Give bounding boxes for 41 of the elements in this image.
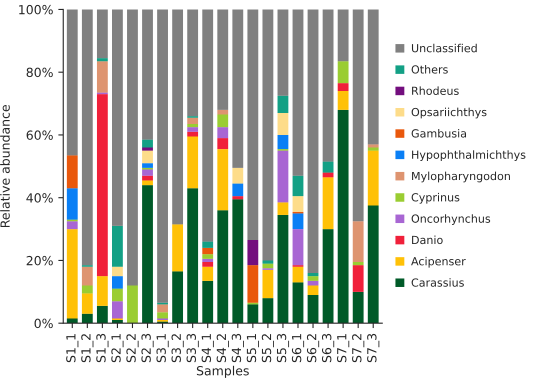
x-tick-label: S7_2 [352,334,364,362]
legend-label: Danio [412,236,443,244]
x-tick-label: S1_2 [81,334,94,362]
legend-label: Gambusia [412,128,466,138]
legend-label: Rhodeus [412,86,459,95]
x-tick-label: S6_2 [306,334,320,362]
x-tick-label: S4_1 [202,334,214,362]
legend-label: Oncorhynchus [412,214,490,225]
x-tick-label: S2_3 [141,334,154,362]
y-tick-label: 60% [26,130,53,140]
x-tick-label: S5_3 [276,334,290,362]
y-tick-label: 80% [26,68,53,78]
x-tick-label: S1_1 [66,334,78,362]
y-tick-label: 40% [26,193,53,203]
x-tick-label: S5_1 [246,334,259,362]
x-axis-title: Samples [196,366,249,378]
y-tick-label: 20% [26,256,53,266]
legend-label: Acipenser [411,256,466,268]
y-tick-label: 0% [34,318,53,328]
x-tick-label: S7_3 [367,334,380,362]
legend-label: Cyprinus [412,192,460,204]
x-tick-label: S3_1 [156,334,169,362]
x-tick-label: S2_2 [126,334,139,362]
y-axis-title: Relative abundance [0,105,10,228]
x-tick-label: S6_3 [322,334,334,362]
legend-label: Mylopharyngodon [412,172,510,182]
x-tick-label: S2_1 [111,334,124,362]
legend-label: Others [412,65,448,74]
x-tick-label: S5_2 [262,334,274,362]
x-tick-label: S3_3 [186,334,199,362]
x-tick-label: S4_2 [216,334,229,362]
x-tick-label: S4_3 [232,334,244,362]
y-tick-label: 100% [19,4,53,14]
x-tick-label: S7_1 [337,334,350,362]
x-tick-label: S1_3 [96,334,108,362]
x-tick-label: S6_1 [292,334,304,362]
legend-label: Hypophthalmichthys [412,150,526,162]
legend-label: Opsariichthys [412,108,487,118]
legend-label: Carassius [412,278,464,287]
x-tick-label: S3_2 [171,334,184,362]
legend-label: Unclassified [412,44,477,52]
